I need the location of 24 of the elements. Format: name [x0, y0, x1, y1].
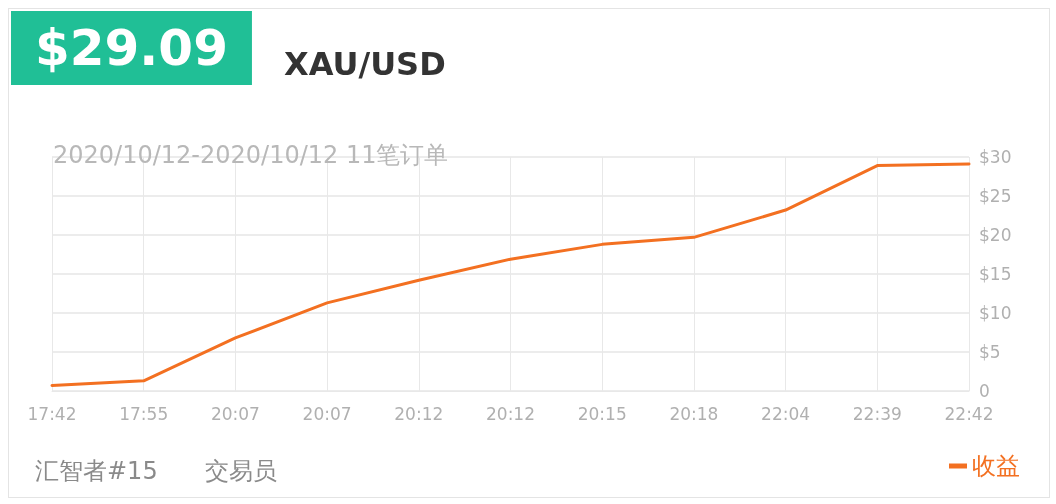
- x-tick-label: 20:12: [394, 403, 444, 424]
- x-tick-label: 20:12: [486, 403, 535, 424]
- text: 汇智者#15: [35, 457, 158, 485]
- y-tick-label: $30: [979, 147, 1012, 167]
- text: 交易员: [205, 457, 277, 485]
- annotation: 2020/10/12-2020/10/12 11笔订单: [53, 141, 449, 169]
- y-tick-label: 0: [979, 381, 990, 401]
- y-tick-label: $25: [979, 186, 1012, 206]
- x-tick-label: 17:42: [27, 403, 77, 424]
- x-tick-label: 20:15: [577, 403, 627, 424]
- x-tick-label: 20:18: [669, 403, 719, 424]
- y-tick-label: $15: [979, 264, 1012, 284]
- x-tick-label: 22:39: [852, 403, 902, 424]
- x-tick-label: 20:07: [302, 403, 352, 424]
- x-tick-label: 22:04: [761, 403, 811, 424]
- chart-subtitle: XAU/USD: [284, 45, 446, 83]
- x-tick-label: 22:42: [944, 403, 994, 424]
- y-tick-label: $10: [979, 303, 1012, 323]
- chart-title: $29.09: [35, 19, 228, 77]
- y-tick-label: $5: [979, 342, 1001, 362]
- x-tick-label: 17:55: [119, 403, 169, 424]
- legend-label: 收益: [972, 452, 1020, 480]
- x-tick-label: 20:07: [210, 403, 260, 424]
- y-tick-label: $20: [979, 225, 1012, 245]
